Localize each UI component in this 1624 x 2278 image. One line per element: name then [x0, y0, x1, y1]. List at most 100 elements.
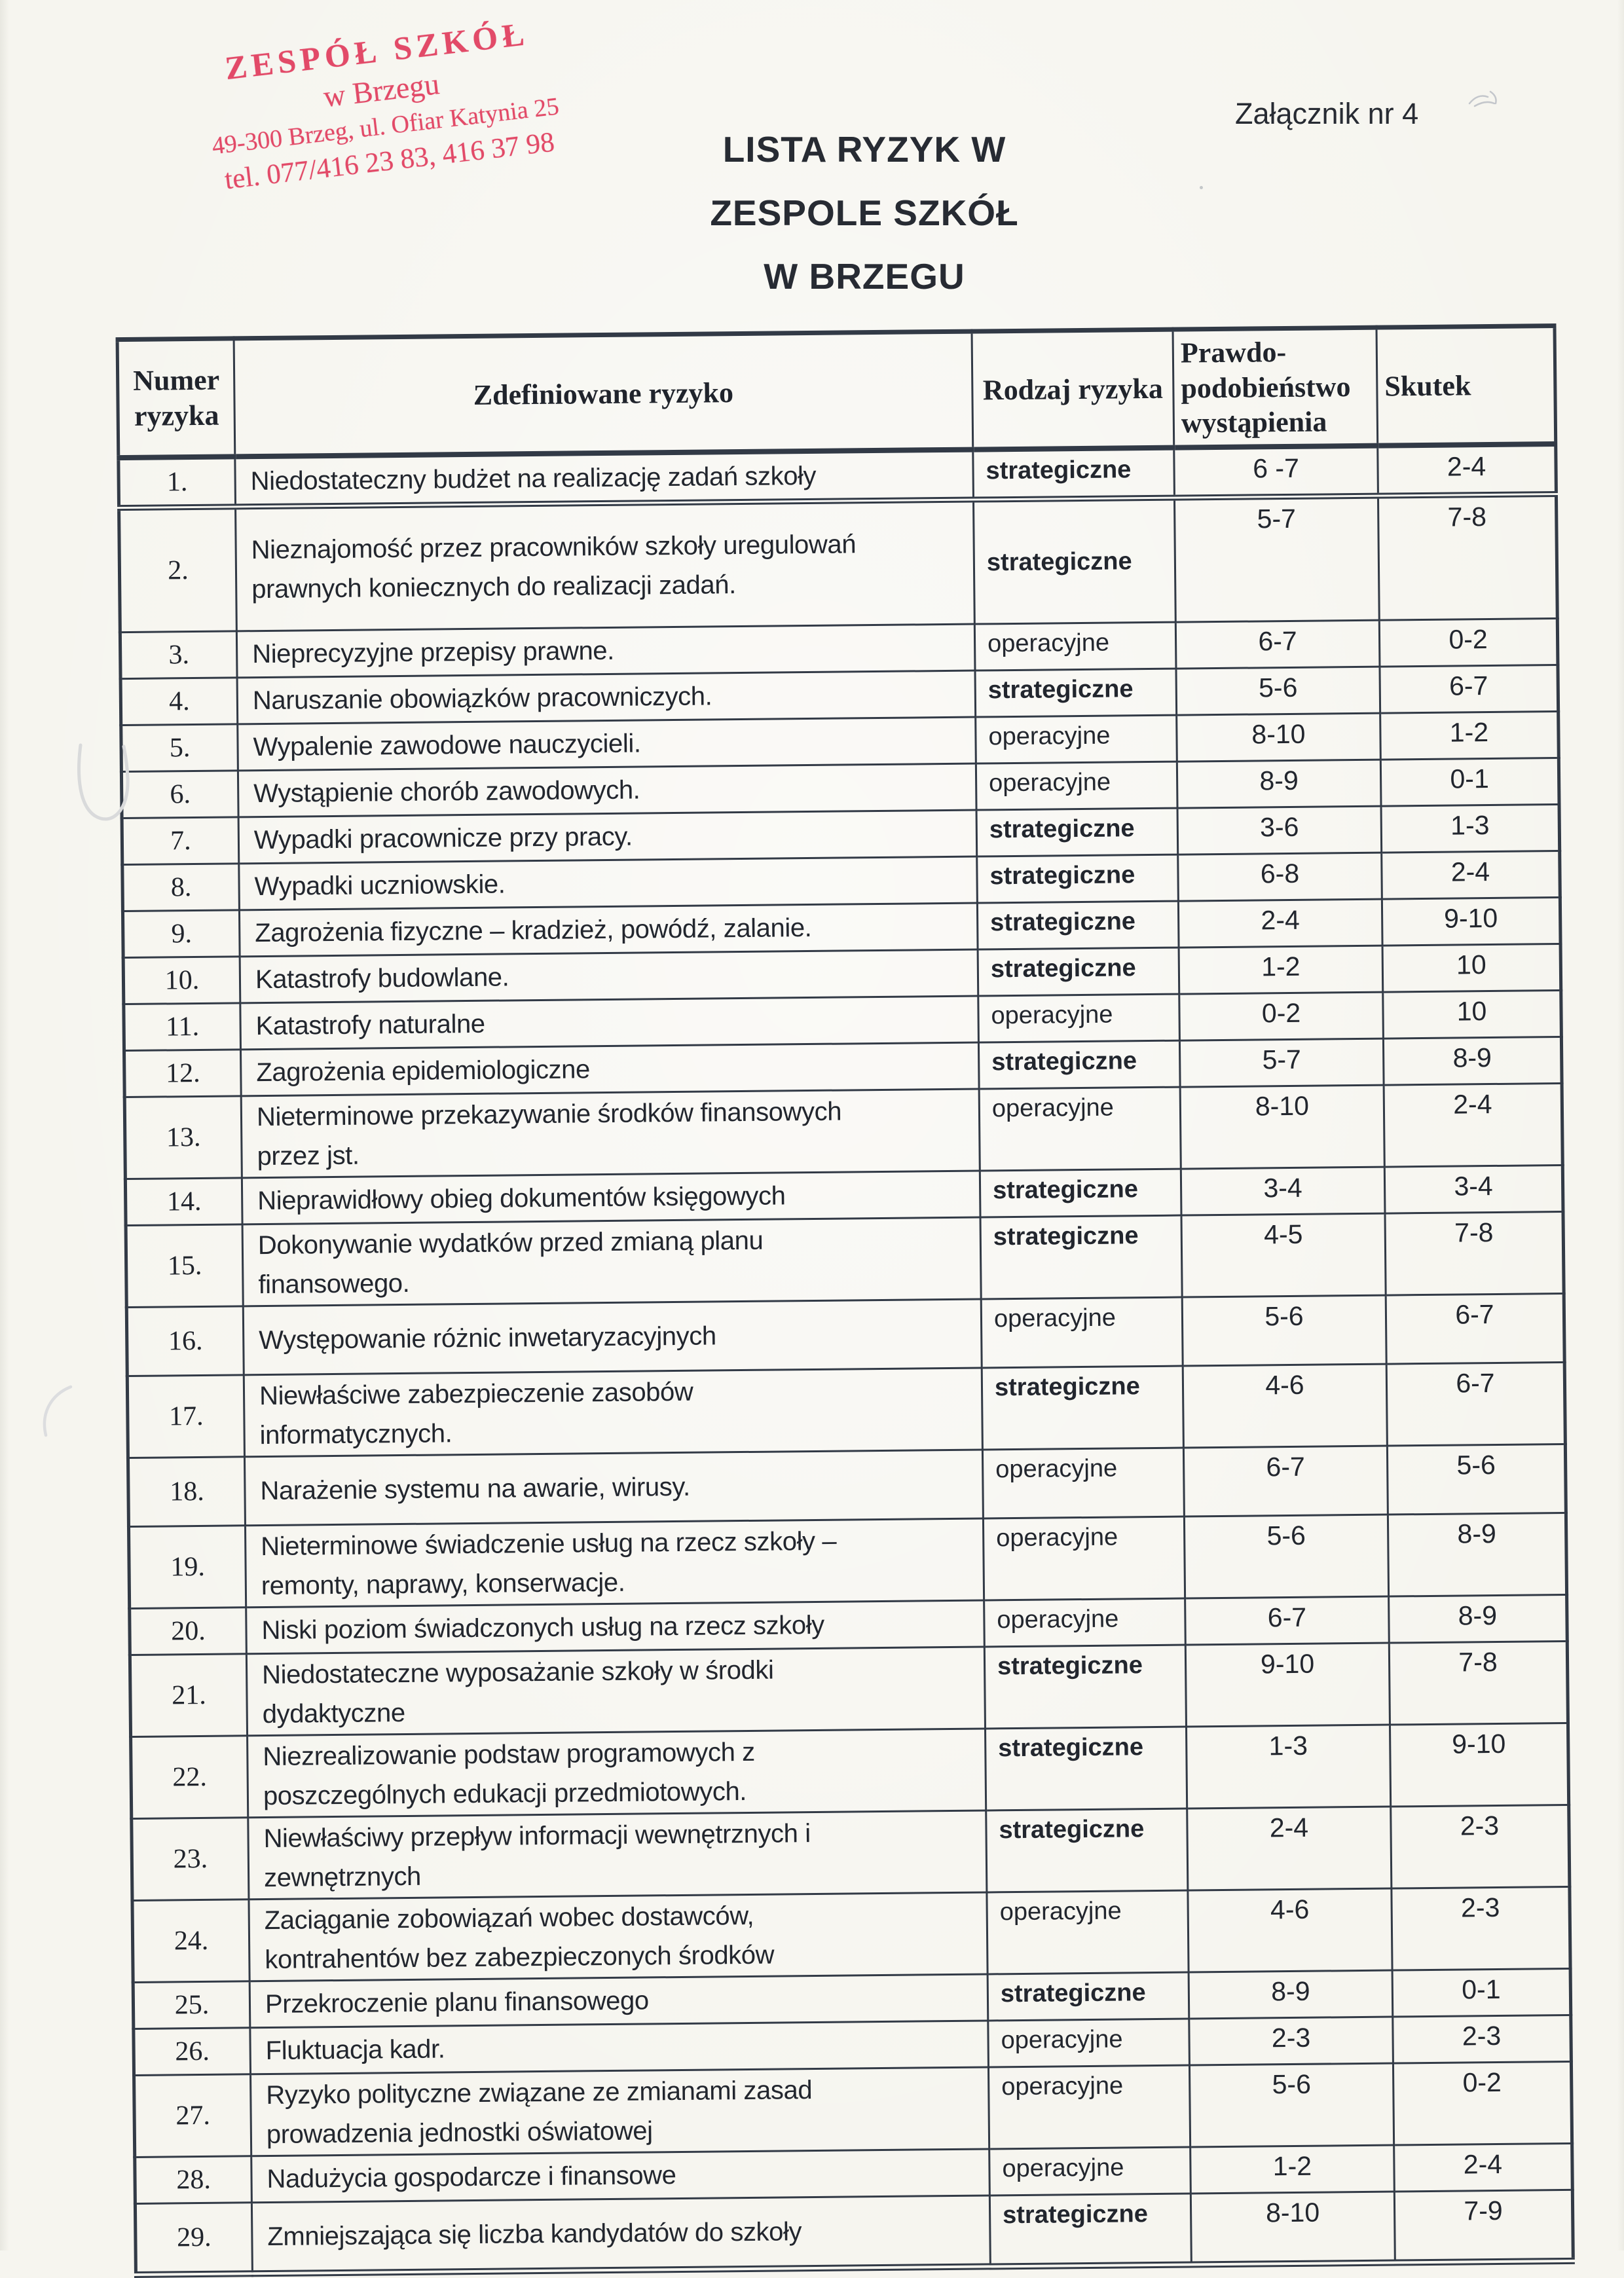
risk-probability-cell: 5-6 [1184, 1515, 1389, 1599]
header-impact: Skutek [1376, 325, 1556, 446]
risk-description-cell: Niezrealizowanie podstaw programowych z … [247, 1729, 986, 1818]
risk-number-cell: 4. [120, 677, 238, 726]
risk-probability-cell: 8-10 [1180, 1085, 1385, 1169]
table-row: 17. Niewłaściwe zabezpieczenie zasobów in… [127, 1362, 1566, 1458]
risk-description-cell: Wypadki uczniowskie. [238, 856, 978, 910]
risk-probability-cell: 4-6 [1183, 1364, 1388, 1448]
risk-impact-cell: 7-8 [1389, 1641, 1568, 1725]
table-row: 2. Nieznajomość przez pracowników szkoły … [119, 494, 1558, 633]
risk-description-cell: Naruszanie obowiązków pracowniczych. [237, 671, 976, 724]
risk-impact-cell: 9-10 [1382, 897, 1561, 946]
risk-number-cell: 9. [122, 909, 240, 958]
risk-probability-cell: 3-6 [1177, 806, 1382, 855]
risk-probability-cell: 5-6 [1189, 2063, 1394, 2148]
risk-type-cell: operacyjne [975, 715, 1177, 764]
risk-number-cell: 8. [122, 863, 240, 911]
risk-type-cell: operacyjne [988, 2065, 1190, 2149]
risk-number-cell: 28. [134, 2156, 252, 2204]
risk-description-cell: Niedostateczny budżet na realizację zada… [234, 449, 974, 507]
risk-impact-cell: 3-4 [1384, 1165, 1563, 1214]
risk-impact-cell: 2-3 [1391, 1886, 1571, 1971]
risk-number-cell: 18. [128, 1456, 246, 1527]
risk-probability-cell: 9-10 [1185, 1643, 1390, 1727]
risk-number-cell: 29. [135, 2202, 253, 2275]
risk-type-cell: strategiczne [986, 1809, 1188, 1892]
risk-impact-cell: 2-4 [1381, 851, 1560, 900]
table-row: 27. Ryzyko polityczne związane ze zmianam… [134, 2061, 1572, 2158]
table-row: 24. Zaciąganie zobowiązań wobec dostawców… [132, 1886, 1571, 1983]
risk-table: Numer ryzyka Zdefiniowane ryzyko Rodzaj … [115, 323, 1575, 2278]
risk-type-cell: strategiczne [978, 1040, 1181, 1090]
risk-probability-cell: 1-2 [1179, 946, 1383, 995]
risk-probability-cell: 0-2 [1179, 992, 1384, 1041]
risk-impact-cell: 0-1 [1392, 1968, 1571, 2017]
risk-number-cell: 13. [124, 1095, 242, 1179]
risk-number-cell: 11. [123, 1002, 241, 1051]
risk-number-cell: 7. [122, 817, 239, 865]
risk-probability-cell: 8-10 [1190, 2192, 1395, 2265]
risk-description-cell: Wystąpienie chorób zawodowych. [238, 763, 977, 817]
risk-probability-cell: 3-4 [1181, 1167, 1385, 1216]
risk-probability-cell: 5-7 [1179, 1038, 1384, 1088]
risk-description-cell: Nieprawidłowy obieg dokumentów księgowyc… [242, 1171, 981, 1224]
header-risk-number: Numer ryzyka [117, 338, 235, 458]
risk-impact-cell: 7-8 [1384, 1211, 1564, 1296]
risk-number-cell: 27. [134, 2074, 251, 2158]
risk-type-cell: operacyjne [976, 762, 1178, 811]
risk-description-cell: Nadużycia gospodarcze i finansowe [251, 2148, 990, 2203]
risk-impact-cell: 2-4 [1377, 444, 1557, 496]
risk-probability-cell: 1-2 [1190, 2145, 1395, 2194]
risk-probability-cell: 4-5 [1181, 1213, 1386, 1298]
risk-number-cell: 26. [133, 2027, 251, 2076]
risk-number-cell: 25. [133, 1981, 250, 2029]
risk-type-cell: operacyjne [974, 622, 1176, 671]
risk-probability-cell: 5-6 [1175, 667, 1380, 716]
risk-description-cell: Przekroczenie planu finansowego [249, 1974, 988, 2028]
risk-type-cell: operacyjne [989, 2147, 1191, 2195]
risk-type-cell: operacyjne [987, 2019, 1190, 2067]
risk-probability-cell: 2-4 [1178, 899, 1383, 948]
risk-probability-cell: 6-7 [1183, 1446, 1388, 1517]
risk-impact-cell: 1-2 [1380, 711, 1559, 760]
risk-description-cell: Występowanie różnic inwetaryzacyjnych [243, 1299, 982, 1375]
ink-speck-scribble [1468, 90, 1497, 107]
risk-number-cell: 16. [126, 1306, 244, 1376]
risk-probability-cell: 6-7 [1175, 620, 1380, 669]
risk-description-cell: Katastrofy naturalne [240, 996, 979, 1050]
risk-probability-cell: 8-9 [1177, 760, 1382, 809]
risk-description-cell: Niewłaściwe zabezpieczenie zasobów infor… [244, 1368, 983, 1457]
risk-description-cell: Dokonywanie wydatków przed zmianą planu … [242, 1217, 982, 1306]
risk-type-cell: strategiczne [977, 901, 1179, 950]
risk-probability-cell: 5-7 [1174, 496, 1380, 623]
table-row: 22. Niezrealizowanie podstaw programowych… [130, 1723, 1569, 1819]
title-line-2: ZESPOLE SZKÓŁ [710, 193, 1019, 233]
risk-impact-cell: 2-4 [1384, 1083, 1563, 1167]
risk-impact-cell: 7-9 [1394, 2190, 1574, 2263]
risk-impact-cell: 0-1 [1380, 758, 1559, 807]
risk-number-cell: 2. [119, 506, 237, 633]
risk-type-cell: strategiczne [985, 1727, 1187, 1810]
header-probability: Prawdo- podobieństwo wystąpienia [1173, 327, 1378, 448]
risk-type-cell: operacyjne [979, 1087, 1181, 1171]
risk-type-cell: strategiczne [976, 808, 1178, 857]
risk-impact-cell: 2-3 [1392, 2015, 1572, 2064]
risk-impact-cell: 6-7 [1386, 1293, 1565, 1365]
risk-description-cell: Fluktuacja kadr. [249, 2020, 989, 2074]
risk-impact-cell: 0-2 [1393, 2061, 1572, 2146]
risk-probability-cell: 4-6 [1187, 1888, 1393, 1973]
risk-impact-cell: 10 [1382, 944, 1561, 993]
risk-table-container: Numer ryzyka Zdefiniowane ryzyko Rodzaj … [115, 323, 1575, 2278]
attachment-label: Załącznik nr 4 [1235, 97, 1419, 130]
header-risk-type: Rodzaj ryzyka [972, 329, 1174, 450]
risk-description-cell: Zagrożenia epidemiologiczne [240, 1042, 980, 1096]
risk-number-cell: 6. [121, 770, 239, 818]
risk-number-cell: 21. [130, 1653, 248, 1737]
risk-type-cell: operacyjne [978, 994, 1180, 1043]
table-row: 13. Nieterminowe przekazywanie środków fi… [124, 1083, 1563, 1179]
risk-type-cell: strategiczne [976, 854, 1179, 904]
risk-number-cell: 1. [118, 456, 236, 508]
risk-description-cell: Nieterminowe przekazywanie środków finan… [241, 1089, 980, 1178]
risk-type-cell: operacyjne [982, 1448, 1185, 1519]
risk-number-cell: 20. [129, 1607, 247, 1655]
table-row: 21. Niedostateczne wyposażanie szkoły w ś… [130, 1641, 1568, 1737]
